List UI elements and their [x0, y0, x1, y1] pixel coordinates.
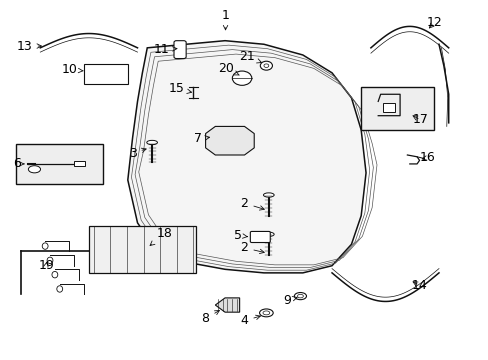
Text: 5: 5 [233, 229, 247, 242]
Ellipse shape [47, 257, 53, 264]
Ellipse shape [57, 286, 62, 292]
Text: 19: 19 [38, 259, 54, 272]
Ellipse shape [263, 311, 269, 315]
Polygon shape [205, 126, 254, 155]
Bar [382, 103, 394, 112]
Text: 20: 20 [218, 62, 239, 75]
Text: 13: 13 [17, 40, 41, 53]
Text: 9: 9 [282, 294, 297, 307]
Text: 6: 6 [13, 157, 24, 170]
Text: 7: 7 [194, 132, 209, 145]
Ellipse shape [264, 64, 268, 67]
Ellipse shape [259, 309, 273, 317]
Ellipse shape [52, 271, 58, 278]
Bar [74, 161, 85, 166]
Text: 2: 2 [240, 241, 264, 255]
Text: 21: 21 [239, 50, 261, 63]
Text: 3: 3 [128, 147, 146, 160]
Polygon shape [215, 298, 239, 312]
Text: 11: 11 [154, 43, 177, 56]
Text: 15: 15 [168, 82, 191, 95]
Text: 4: 4 [240, 314, 260, 327]
Text: 18: 18 [150, 227, 172, 246]
Ellipse shape [146, 140, 157, 145]
FancyBboxPatch shape [361, 87, 433, 130]
FancyBboxPatch shape [89, 226, 196, 273]
Text: 16: 16 [419, 151, 434, 165]
Text: 14: 14 [411, 279, 427, 292]
Text: 2: 2 [240, 197, 264, 210]
Ellipse shape [294, 293, 306, 300]
FancyBboxPatch shape [174, 41, 186, 59]
Ellipse shape [260, 61, 272, 70]
PathPatch shape [127, 41, 366, 273]
Ellipse shape [297, 294, 303, 298]
Text: 8: 8 [201, 310, 219, 325]
Ellipse shape [263, 193, 274, 197]
Text: 17: 17 [412, 113, 427, 126]
FancyBboxPatch shape [16, 144, 103, 184]
Ellipse shape [42, 243, 48, 249]
Text: 1: 1 [221, 9, 229, 30]
Ellipse shape [232, 71, 251, 85]
Text: 10: 10 [61, 63, 83, 76]
Bar [84, 64, 127, 84]
Text: 12: 12 [426, 16, 441, 29]
Ellipse shape [28, 166, 41, 173]
Ellipse shape [263, 232, 274, 237]
FancyBboxPatch shape [250, 231, 270, 243]
